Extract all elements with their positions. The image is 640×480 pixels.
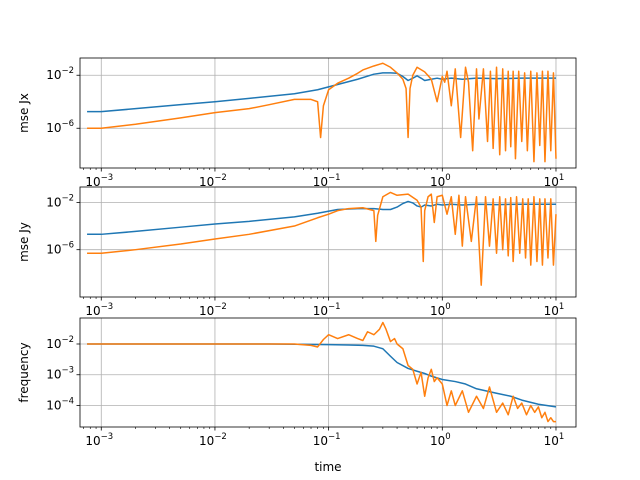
y-tick-label: 10−6 (46, 119, 74, 135)
y-tick-label: 10−6 (46, 241, 74, 257)
series-line-2 (87, 62, 557, 163)
x-tick-label: 10−2 (199, 432, 227, 448)
subplot-3: 10−3 10−2 10−1 100 101 10−4 10−3 10−2 frequency t… (17, 317, 577, 474)
x-tick-label: 10−2 (199, 302, 227, 318)
series-line-2 (87, 191, 557, 286)
y-tick-label: 10−2 (46, 335, 74, 351)
subplot-2: 10−3 10−2 10−1 100 101 10−6 10−2 mse Jy (17, 186, 577, 318)
x-tick-label: 10−1 (313, 302, 341, 318)
series-line-1 (87, 200, 556, 236)
axes-frame (79, 57, 577, 169)
x-tick-label: 101 (544, 302, 565, 318)
x-tick-label: 101 (544, 432, 565, 448)
x-tick-label: 100 (430, 302, 451, 318)
y-tick-label: 10−3 (46, 366, 74, 382)
x-tick-label: 10−2 (199, 173, 227, 189)
axes-frame (79, 186, 577, 298)
x-axis-label: time (314, 460, 341, 474)
y-axis-label: mse Jx (17, 93, 31, 133)
x-tick-label: 10−1 (313, 173, 341, 189)
x-tick-label: 100 (430, 432, 451, 448)
x-tick-label: 10−3 (85, 432, 113, 448)
subplot-1: 10−3 10−2 10−1 100 101 10−6 10−2 mse Jx (17, 57, 577, 189)
y-axis-label: mse Jy (17, 222, 31, 262)
x-tick-label: 100 (430, 173, 451, 189)
x-tick-label: 10−1 (313, 432, 341, 448)
series-line-2 (87, 321, 556, 423)
y-tick-label: 10−2 (46, 66, 74, 82)
x-tick-label: 101 (544, 173, 565, 189)
series-line-1 (87, 343, 557, 408)
y-axis-label: frequency (17, 342, 31, 402)
x-tick-label: 10−3 (85, 173, 113, 189)
y-tick-label: 10−4 (46, 397, 74, 413)
axes-frame (79, 317, 577, 428)
x-tick-label: 10−3 (85, 302, 113, 318)
y-tick-label: 10−2 (46, 193, 74, 209)
